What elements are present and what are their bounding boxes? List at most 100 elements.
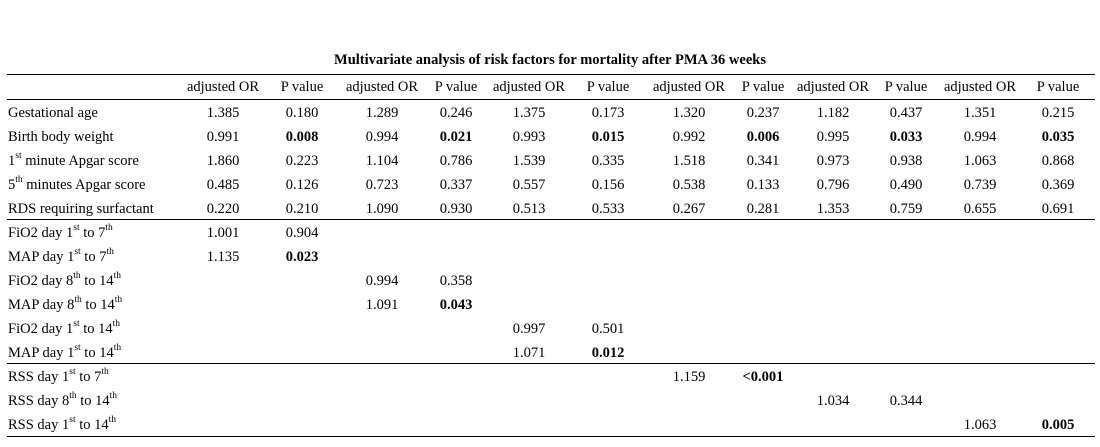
label-text: minutes Apgar score [22, 177, 146, 193]
label-text: RSS day 1 [8, 417, 70, 433]
adjusted-or-cell: 0.796 [816, 177, 850, 193]
label-superscript: st [15, 151, 22, 162]
p-value-cell: 0.156 [591, 177, 625, 193]
adjusted-or-cell: 1.090 [365, 201, 399, 217]
label-text: MAP day 1 [8, 345, 75, 361]
header-cell-adjusted-or: adjusted OR [943, 79, 1017, 95]
p-value-cell: 0.490 [889, 177, 923, 193]
p-value-cell: 0.930 [439, 201, 473, 217]
p-value-cell: 0.133 [746, 177, 780, 193]
adjusted-or-cell: 1.063 [963, 153, 997, 169]
header-cell-p-value: P value [884, 79, 928, 95]
group-rule-1 [7, 219, 1095, 220]
adjusted-or-cell: 1.135 [206, 249, 240, 265]
adjusted-or-cell: 0.994 [365, 129, 399, 145]
table-row: FiO2 day 8th to 14th 0.994 0.358 [0, 270, 1100, 292]
label-text: FiO2 day 1 [8, 321, 74, 337]
table-row: Birth body weight 0.991 0.008 0.994 0.021 0.9… [0, 126, 1100, 148]
header-cell-adjusted-or: adjusted OR [345, 79, 419, 95]
adjusted-or-cell: 1.860 [206, 153, 240, 169]
p-value-cell: <0.001 [742, 369, 784, 385]
adjusted-or-cell: 1.159 [672, 369, 706, 385]
header-cell-p-value: P value [586, 79, 630, 95]
row-label: Birth body weight [8, 126, 114, 148]
label-text: to 14 [81, 297, 115, 313]
p-value-cell: 0.126 [285, 177, 319, 193]
label-superscript: th [101, 367, 109, 378]
table-row: MAP day 1st to 14th 1.071 0.012 [0, 342, 1100, 364]
row-label: RSS day 1st to 14th [8, 414, 116, 436]
label-text: to 14 [79, 321, 113, 337]
label-text: RSS day 8 [8, 393, 70, 409]
adjusted-or-cell: 0.267 [672, 201, 706, 217]
label-text: Birth body weight [8, 129, 114, 145]
row-label: 5th minutes Apgar score [8, 174, 145, 196]
label-superscript: th [114, 295, 123, 306]
p-value-cell: 0.533 [591, 201, 625, 217]
table-row: Gestational age 1.385 0.180 1.289 0.246 1.375… [0, 102, 1100, 124]
header-cell-p-value: P value [1036, 79, 1080, 95]
adjusted-or-cell: 0.994 [365, 273, 399, 289]
adjusted-or-cell: 1.320 [672, 105, 706, 121]
label-superscript: th [113, 271, 122, 282]
label-superscript: th [112, 319, 121, 330]
p-value-cell: 0.223 [285, 153, 319, 169]
adjusted-or-cell: 1.063 [963, 417, 997, 433]
header-cell-adjusted-or: adjusted OR [186, 79, 260, 95]
label-text: RDS requiring surfactant [8, 201, 154, 217]
p-value-cell: 0.006 [746, 129, 780, 145]
label-superscript: st [69, 367, 76, 378]
label-text: MAP day 1 [8, 249, 75, 265]
p-value-cell: 0.691 [1041, 201, 1075, 217]
adjusted-or-cell: 0.538 [672, 177, 706, 193]
p-value-cell: 0.173 [591, 105, 625, 121]
p-value-cell: 0.868 [1041, 153, 1075, 169]
label-text: to 14 [76, 393, 110, 409]
label-superscript: th [109, 391, 118, 402]
p-value-cell: 0.215 [1041, 105, 1075, 121]
label-superscript: st [73, 319, 80, 330]
adjusted-or-cell: 1.353 [816, 201, 850, 217]
p-value-cell: 0.369 [1041, 177, 1075, 193]
table-title: Multivariate analysis of risk factors fo… [334, 52, 766, 68]
p-value-cell: 0.246 [439, 105, 473, 121]
p-value-cell: 0.033 [889, 129, 923, 145]
adjusted-or-cell: 0.220 [206, 201, 240, 217]
p-value-cell: 0.358 [439, 273, 473, 289]
label-text: RSS day 1 [8, 369, 70, 385]
adjusted-or-cell: 0.723 [365, 177, 399, 193]
label-superscript: th [73, 271, 81, 282]
adjusted-or-cell: 1.375 [512, 105, 546, 121]
row-label: MAP day 1st to 14th [8, 342, 121, 364]
row-label: FiO2 day 8th to 14th [8, 270, 121, 292]
p-value-cell: 0.335 [591, 153, 625, 169]
adjusted-or-cell: 1.071 [512, 345, 546, 361]
adjusted-or-cell: 0.739 [963, 177, 997, 193]
table-row: RDS requiring surfactant 0.220 0.210 1.090 0… [0, 198, 1100, 220]
adjusted-or-cell: 1.289 [365, 105, 399, 121]
label-text: minute Apgar score [21, 153, 139, 169]
label-text: 5 [8, 177, 16, 193]
label-text: to 7 [80, 249, 107, 265]
p-value-cell: 0.786 [439, 153, 473, 169]
label-superscript: th [69, 391, 77, 402]
adjusted-or-cell: 1.034 [816, 393, 850, 409]
adjusted-or-cell: 0.993 [512, 129, 546, 145]
p-value-cell: 0.008 [285, 129, 319, 145]
label-superscript: st [74, 343, 81, 354]
p-value-cell: 0.237 [746, 105, 780, 121]
label-text: FiO2 day 8 [8, 273, 74, 289]
adjusted-or-cell: 0.557 [512, 177, 546, 193]
p-value-cell: 0.035 [1041, 129, 1075, 145]
adjusted-or-cell: 1.518 [672, 153, 706, 169]
adjusted-or-cell: 1.385 [206, 105, 240, 121]
table-row: MAP day 8th to 14th 1.091 0.043 [0, 294, 1100, 316]
adjusted-or-cell: 0.994 [963, 129, 997, 145]
header-rule [7, 99, 1095, 100]
p-value-cell: 0.005 [1041, 417, 1075, 433]
adjusted-or-cell: 0.655 [963, 201, 997, 217]
label-text: MAP day 8 [8, 297, 75, 313]
adjusted-or-cell: 1.091 [365, 297, 399, 313]
label-text: to 14 [80, 273, 114, 289]
row-label: FiO2 day 1st to 14th [8, 318, 120, 340]
